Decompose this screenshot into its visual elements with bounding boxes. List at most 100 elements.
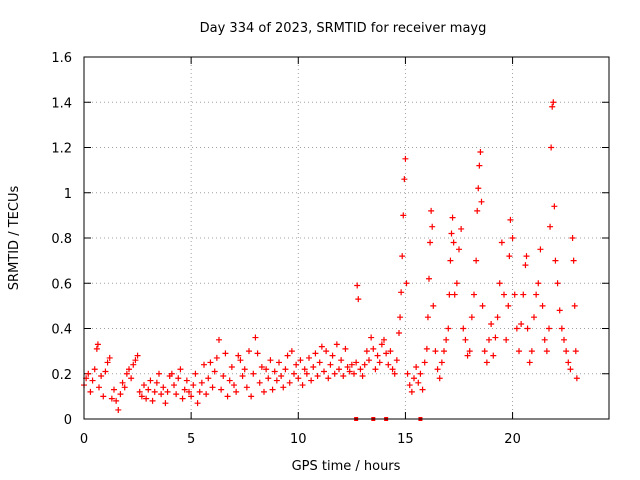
- data-point: [280, 384, 287, 391]
- data-point: [145, 386, 152, 393]
- data-point: [479, 302, 486, 309]
- data-point: [430, 302, 437, 309]
- data-point: [460, 325, 467, 332]
- data-point: [85, 370, 92, 377]
- data-point: [570, 257, 577, 264]
- data-point: [224, 393, 231, 400]
- data-point: [359, 373, 366, 380]
- data-point: [376, 359, 383, 366]
- data-point: [456, 246, 462, 253]
- data-point: [403, 280, 410, 287]
- data-point: [171, 382, 177, 389]
- data-point: [303, 370, 310, 377]
- data-point: [396, 330, 402, 337]
- data-point: [121, 384, 128, 391]
- data-point: [434, 366, 441, 373]
- data-point: [383, 350, 390, 357]
- data-point: [415, 379, 422, 386]
- data-point: [551, 203, 558, 210]
- data-point: [209, 384, 216, 391]
- data-point: [316, 359, 323, 366]
- data-point: [201, 361, 207, 368]
- data-point: [119, 379, 126, 386]
- data-point: [466, 348, 473, 355]
- data-point: [318, 343, 325, 350]
- data-point: [355, 296, 362, 303]
- data-point: [411, 375, 417, 382]
- data-point: [505, 302, 512, 309]
- data-point: [173, 391, 180, 398]
- data-point: [408, 388, 415, 395]
- data-point: [446, 291, 453, 298]
- data-point: [399, 253, 406, 260]
- data-point: [488, 320, 495, 327]
- data-point: [132, 357, 139, 364]
- data-point: [397, 314, 404, 321]
- data-point: [346, 368, 353, 375]
- data-point: [162, 400, 169, 407]
- data-point: [501, 291, 507, 298]
- data-point: [520, 291, 527, 298]
- data-point: [546, 325, 552, 332]
- data-point: [239, 373, 246, 380]
- y-tick-label: 1.6: [51, 51, 72, 66]
- data-point: [284, 352, 291, 359]
- data-point: [558, 325, 565, 332]
- data-point: [164, 388, 171, 395]
- y-tick-label: 1.4: [51, 96, 72, 111]
- y-tick-label: 0.4: [51, 323, 72, 338]
- data-point: [273, 377, 280, 384]
- data-point: [295, 375, 302, 382]
- data-point: [331, 370, 338, 377]
- y-tick-label: 0.8: [51, 232, 72, 247]
- data-point: [381, 336, 387, 343]
- data-point: [361, 361, 368, 368]
- data-point: [312, 350, 319, 357]
- data-point: [288, 348, 295, 355]
- data-point: [194, 400, 201, 407]
- data-point: [220, 373, 227, 380]
- data-point: [483, 359, 490, 366]
- data-point: [571, 302, 578, 309]
- x-axis-label: GPS time / hours: [292, 459, 401, 474]
- x-tick-label: 10: [290, 432, 307, 447]
- x-tick-label: 5: [187, 432, 195, 447]
- data-point: [428, 207, 435, 214]
- data-point: [151, 388, 158, 395]
- data-point: [128, 375, 135, 382]
- data-point: [522, 262, 529, 269]
- data-point: [325, 375, 332, 382]
- data-point: [243, 384, 250, 391]
- data-point: [419, 386, 426, 393]
- plot-frame: [83, 56, 610, 420]
- data-point: [188, 393, 195, 400]
- chart-title: Day 334 of 2023, SRMTID for receiver may…: [200, 21, 487, 36]
- data-point: [241, 366, 248, 373]
- data-point: [299, 382, 306, 389]
- data-points: [81, 99, 580, 413]
- data-point: [269, 386, 276, 393]
- data-point: [263, 366, 270, 373]
- data-point: [476, 162, 483, 169]
- data-point: [297, 357, 304, 364]
- data-point: [271, 368, 278, 375]
- data-point: [572, 348, 579, 355]
- data-point: [196, 388, 203, 395]
- data-point: [453, 280, 460, 287]
- data-point: [539, 302, 546, 309]
- data-point: [348, 361, 355, 368]
- data-point: [432, 348, 439, 355]
- data-point: [91, 366, 98, 373]
- data-point: [261, 388, 267, 395]
- data-point: [192, 370, 199, 377]
- data-point: [401, 176, 408, 183]
- data-point: [518, 320, 525, 327]
- data-point: [216, 336, 222, 343]
- data-point: [301, 366, 308, 373]
- data-point: [130, 361, 137, 368]
- data-point: [492, 334, 499, 341]
- data-point: [421, 359, 428, 366]
- data-point: [535, 280, 542, 287]
- data-point: [438, 359, 445, 366]
- data-point: [213, 354, 220, 361]
